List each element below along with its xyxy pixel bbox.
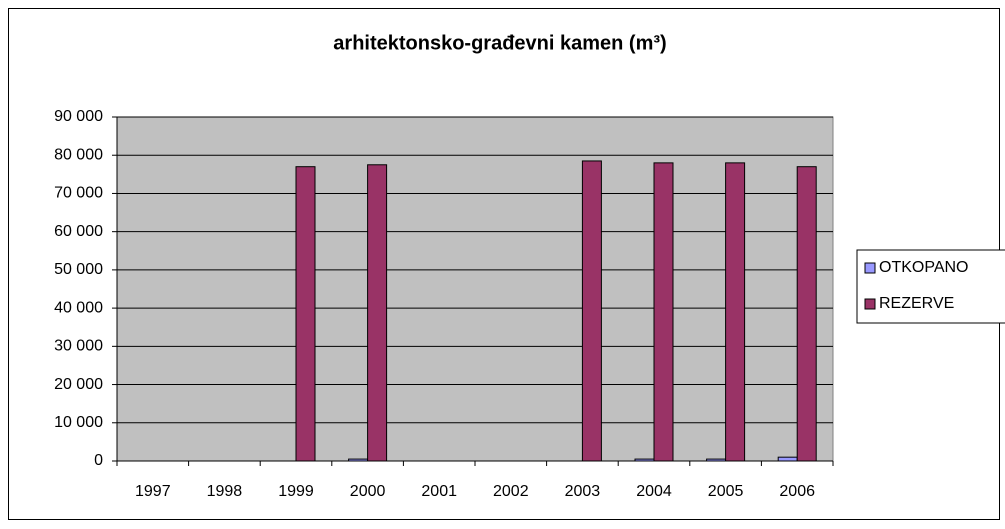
x-tick-label: 2002: [493, 483, 529, 500]
x-tick-label: 2004: [636, 483, 672, 500]
x-tick-label: 2001: [421, 483, 457, 500]
x-tick-label: 1998: [207, 483, 243, 500]
y-tick-label: 80 000: [54, 146, 103, 163]
y-tick-label: 10 000: [54, 414, 103, 431]
y-tick-label: 40 000: [54, 299, 103, 316]
x-tick-label: 2006: [779, 483, 815, 500]
y-tick-label: 90 000: [54, 108, 103, 125]
legend-frame: [856, 249, 1005, 324]
bar: [348, 458, 369, 462]
chart-title: arhitektonsko-građevni kamen (m³): [333, 32, 666, 54]
bar: [796, 166, 817, 462]
bar: [706, 458, 727, 462]
legend-swatch: [864, 262, 876, 274]
legend-label: OTKOPANO: [879, 259, 969, 276]
plot-area: [116, 116, 834, 462]
bar: [367, 164, 388, 462]
y-tick-label: 60 000: [54, 223, 103, 240]
y-tick-label: 0: [94, 452, 103, 469]
legend-swatch: [864, 298, 876, 310]
bar: [777, 456, 798, 462]
y-tick-label: 70 000: [54, 185, 103, 202]
y-tick-label: 20 000: [54, 376, 103, 393]
x-tick-label: 2003: [565, 483, 601, 500]
bar: [653, 162, 674, 462]
bar: [581, 160, 602, 462]
x-tick-label: 2000: [350, 483, 386, 500]
y-tick-label: 50 000: [54, 261, 103, 278]
bar: [295, 166, 316, 462]
x-tick-label: 1999: [278, 483, 314, 500]
legend-label: REZERVE: [879, 295, 954, 312]
bar: [634, 458, 655, 462]
x-tick-label: 1997: [135, 483, 171, 500]
y-tick-label: 30 000: [54, 338, 103, 355]
x-tick-label: 2005: [708, 483, 744, 500]
bar: [725, 162, 746, 462]
